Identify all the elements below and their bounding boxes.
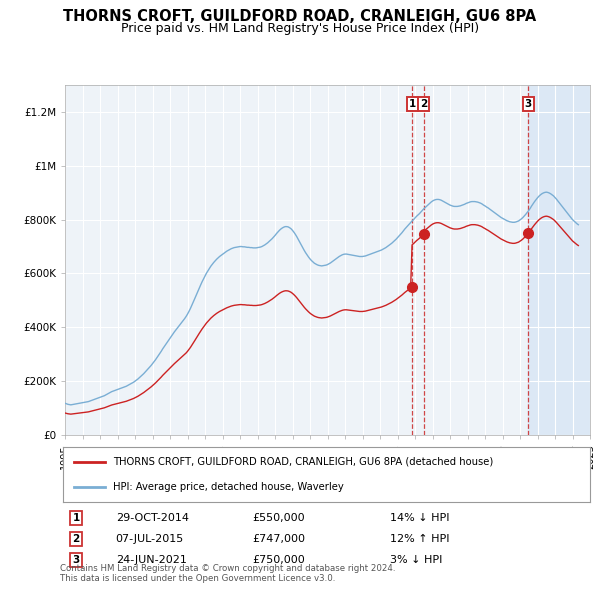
Bar	[529, 85, 590, 435]
Text: 1: 1	[409, 99, 416, 109]
Text: 12% ↑ HPI: 12% ↑ HPI	[390, 534, 449, 544]
Text: 1: 1	[73, 513, 80, 523]
Text: Contains HM Land Registry data © Crown copyright and database right 2024.
This d: Contains HM Land Registry data © Crown c…	[60, 563, 395, 583]
Text: 3: 3	[525, 99, 532, 109]
Text: 14% ↓ HPI: 14% ↓ HPI	[390, 513, 449, 523]
Text: 3% ↓ HPI: 3% ↓ HPI	[390, 555, 442, 565]
Text: 2: 2	[421, 99, 428, 109]
Text: 2: 2	[73, 534, 80, 544]
Text: £550,000: £550,000	[253, 513, 305, 523]
Text: THORNS CROFT, GUILDFORD ROAD, CRANLEIGH, GU6 8PA: THORNS CROFT, GUILDFORD ROAD, CRANLEIGH,…	[64, 9, 536, 24]
Text: Price paid vs. HM Land Registry's House Price Index (HPI): Price paid vs. HM Land Registry's House …	[121, 22, 479, 35]
Text: 24-JUN-2021: 24-JUN-2021	[116, 555, 187, 565]
Text: THORNS CROFT, GUILDFORD ROAD, CRANLEIGH, GU6 8PA (detached house): THORNS CROFT, GUILDFORD ROAD, CRANLEIGH,…	[113, 457, 493, 467]
Text: 07-JUL-2015: 07-JUL-2015	[116, 534, 184, 544]
Text: HPI: Average price, detached house, Waverley: HPI: Average price, detached house, Wave…	[113, 481, 344, 491]
Text: 3: 3	[73, 555, 80, 565]
Text: £747,000: £747,000	[253, 534, 306, 544]
Text: £750,000: £750,000	[253, 555, 305, 565]
Text: 29-OCT-2014: 29-OCT-2014	[116, 513, 188, 523]
